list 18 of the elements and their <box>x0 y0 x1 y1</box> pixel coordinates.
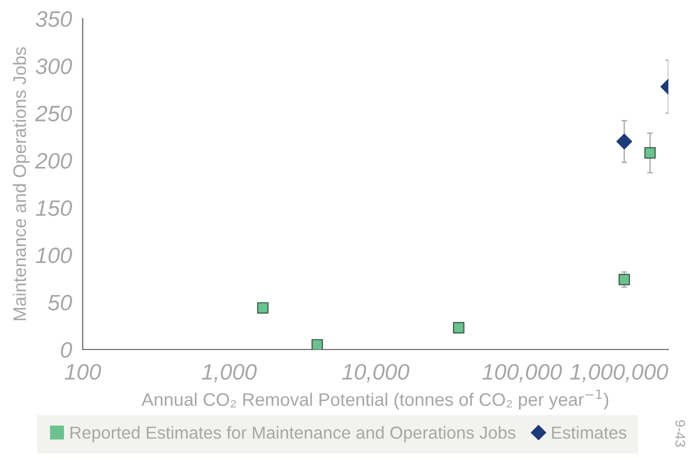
y-tick-label: 350 <box>36 11 72 27</box>
y-tick-label: 200 <box>35 152 72 169</box>
legend-label: Estimates <box>552 426 626 439</box>
x-axis-title: Annual CO₂ Removal Potential (tonnes of CO₂ per year$^{−1}$) <box>142 390 608 410</box>
y-tick-label: 50 <box>48 294 72 311</box>
x-tick-label: 100 <box>64 364 102 380</box>
y-tick-label: 300 <box>36 58 72 74</box>
x-tick-label: 1,000 <box>202 364 257 382</box>
y-axis-title: Maintenance and Operations Jobs <box>12 47 30 320</box>
y-tick-label: 250 <box>35 106 72 122</box>
legend-label: Reported Estimates for Maintenance and Operations Jobs <box>70 426 516 442</box>
y-tick-label: 100 <box>36 248 72 264</box>
x-tick-label: 10,000 <box>342 364 410 382</box>
y-tick-label: 0 <box>60 342 72 358</box>
text: 9-43 <box>675 420 686 447</box>
x-tick-label: 100,000 <box>482 364 562 382</box>
x-tick-label: 1,000,000 <box>570 364 668 382</box>
y-tick-label: 150 <box>36 200 72 216</box>
